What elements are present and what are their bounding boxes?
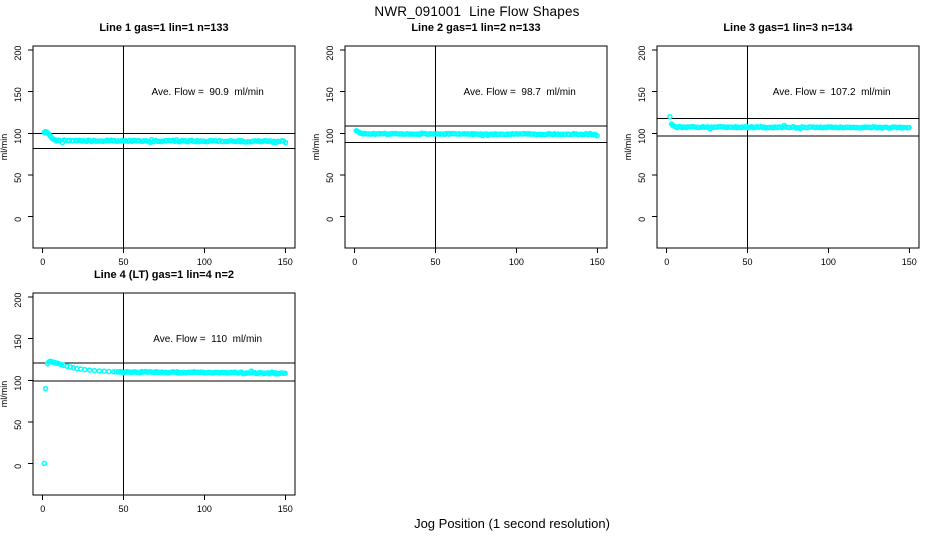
svg-text:150: 150 bbox=[278, 257, 293, 267]
svg-text:Ave. Flow = 110 ml/min: Ave. Flow = 110 ml/min bbox=[153, 334, 262, 345]
panel-line-2: Line 2 gas=1 lin=2 n=133 0 50 100 150 200 ml/… bbox=[312, 22, 624, 274]
svg-text:0: 0 bbox=[352, 257, 357, 267]
svg-text:150: 150 bbox=[902, 257, 917, 267]
panel-plot: 0 50 100 150 200 ml/min 0 50 100 150 Ave. Flow = 1… bbox=[0, 292, 296, 514]
svg-text:100: 100 bbox=[13, 376, 23, 391]
panel-title: Line 2 gas=1 lin=2 n=133 bbox=[411, 22, 541, 34]
svg-text:0: 0 bbox=[40, 504, 45, 514]
svg-text:150: 150 bbox=[637, 87, 647, 102]
svg-text:100: 100 bbox=[197, 504, 212, 514]
svg-text:Ave. Flow = 98.7 ml/min: Ave. Flow = 98.7 ml/min bbox=[463, 87, 575, 98]
svg-text:150: 150 bbox=[13, 87, 23, 102]
svg-text:200: 200 bbox=[13, 293, 23, 308]
svg-text:0: 0 bbox=[325, 217, 335, 222]
svg-text:Ave. Flow = 107.2 ml/min: Ave. Flow = 107.2 ml/min bbox=[773, 87, 891, 98]
svg-text:100: 100 bbox=[325, 129, 335, 144]
svg-text:ml/min: ml/min bbox=[0, 381, 9, 408]
svg-text:100: 100 bbox=[821, 257, 836, 267]
svg-text:50: 50 bbox=[119, 257, 129, 267]
svg-text:50: 50 bbox=[637, 173, 647, 183]
x-axis-label: Jog Position (1 second resolution) bbox=[414, 516, 610, 531]
svg-text:0: 0 bbox=[637, 217, 647, 222]
svg-text:150: 150 bbox=[13, 334, 23, 349]
svg-text:200: 200 bbox=[13, 46, 23, 61]
svg-text:100: 100 bbox=[13, 129, 23, 144]
svg-text:150: 150 bbox=[325, 87, 335, 102]
svg-text:50: 50 bbox=[431, 257, 441, 267]
svg-text:150: 150 bbox=[278, 504, 293, 514]
svg-text:Ave. Flow = 90.9 ml/min: Ave. Flow = 90.9 ml/min bbox=[151, 87, 263, 98]
svg-text:ml/min: ml/min bbox=[624, 134, 633, 161]
svg-text:200: 200 bbox=[637, 46, 647, 61]
panel-line-3: Line 3 gas=1 lin=3 n=134 0 50 100 150 200 ml/… bbox=[624, 22, 936, 274]
svg-text:100: 100 bbox=[637, 129, 647, 144]
svg-text:ml/min: ml/min bbox=[0, 134, 9, 161]
svg-text:100: 100 bbox=[197, 257, 212, 267]
panel-title: Line 4 (LT) gas=1 lin=4 n=2 bbox=[93, 269, 235, 281]
panel-title: Line 3 gas=1 lin=3 n=134 bbox=[723, 22, 853, 34]
figure-title: NWR_091001 Line Flow Shapes bbox=[374, 4, 580, 19]
panel-line-1: Line 1 gas=1 lin=1 n=133 0 50 100 150 200 ml/… bbox=[0, 22, 312, 274]
svg-text:50: 50 bbox=[13, 173, 23, 183]
svg-text:100: 100 bbox=[509, 257, 524, 267]
panel-title: Line 1 gas=1 lin=1 n=133 bbox=[99, 22, 229, 34]
panel-plot: 0 50 100 150 200 ml/min 0 50 100 150 Ave. Flow = 9… bbox=[0, 45, 296, 267]
svg-text:50: 50 bbox=[743, 257, 753, 267]
svg-text:0: 0 bbox=[664, 257, 669, 267]
panel-plot: 0 50 100 150 200 ml/min 0 50 100 150 Ave. Flow = 9… bbox=[312, 45, 608, 267]
svg-text:0: 0 bbox=[13, 217, 23, 222]
panel-plot: 0 50 100 150 200 ml/min 0 50 100 150 Ave. Flow = 1… bbox=[624, 45, 920, 267]
svg-text:150: 150 bbox=[590, 257, 605, 267]
svg-text:0: 0 bbox=[13, 464, 23, 469]
svg-text:50: 50 bbox=[325, 173, 335, 183]
svg-text:ml/min: ml/min bbox=[312, 134, 321, 161]
svg-text:0: 0 bbox=[40, 257, 45, 267]
svg-text:200: 200 bbox=[325, 46, 335, 61]
panel-line-4: Line 4 (LT) gas=1 lin=4 n=2 0 50 100 150 200… bbox=[0, 269, 312, 521]
svg-text:50: 50 bbox=[119, 504, 129, 514]
svg-text:50: 50 bbox=[13, 420, 23, 430]
